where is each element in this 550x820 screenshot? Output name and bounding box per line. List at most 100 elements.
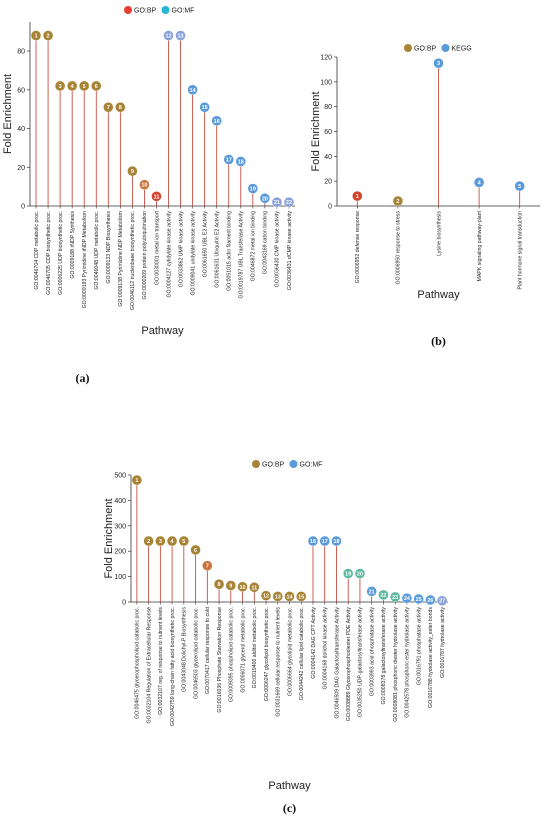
point-label: 19 bbox=[250, 187, 256, 193]
lollipop-point bbox=[143, 535, 154, 547]
point-label: 11 bbox=[154, 194, 160, 200]
lollipop-point bbox=[225, 580, 236, 591]
x-tick-labels: GO:0006952 defense response GO:0006950 re… bbox=[355, 206, 524, 290]
y-tick-label: 100 bbox=[114, 574, 126, 581]
point-label: 8 bbox=[218, 582, 221, 588]
lollipop-point bbox=[319, 535, 330, 547]
point-label: 10 bbox=[239, 585, 245, 591]
x-tick-label: GO:0004142 DAG CPT Activity bbox=[311, 607, 317, 679]
lollipop-point bbox=[42, 30, 54, 41]
lollipop-point bbox=[211, 115, 222, 126]
point-label: 15 bbox=[202, 105, 208, 111]
x-tick-label: GO:0044242 cellular lipid catabolic proc… bbox=[299, 607, 305, 700]
lollipop-point bbox=[237, 581, 248, 592]
x-tick-label: GO:0016791 phosphatase activity bbox=[416, 607, 422, 686]
x-tick-label: GO:0006225 UDP biosynthetic proc. bbox=[58, 211, 64, 295]
point-label: 26 bbox=[427, 598, 433, 604]
x-tick-label: GO:0016788 hydrolase activity_ester bond… bbox=[428, 607, 434, 708]
lollipop-point bbox=[30, 30, 42, 41]
point-label: 7 bbox=[206, 564, 209, 570]
legend-marker bbox=[252, 460, 260, 468]
lollipop-point bbox=[155, 535, 166, 547]
point-label: 24 bbox=[404, 596, 411, 602]
x-tick-label: GO:0036431 dCMP kinase activity bbox=[287, 211, 293, 291]
lollipop-point bbox=[166, 535, 178, 547]
lollipop-point bbox=[139, 179, 150, 190]
x-tick-label: GO:0004168 dolichol kinase activity bbox=[323, 607, 329, 690]
panel-label: (a) bbox=[76, 371, 90, 385]
point-label: 20 bbox=[262, 196, 268, 202]
x-tick-label: GO:0046112 nucleobase biosynthetic proc. bbox=[130, 211, 136, 310]
y-tick-label: 300 bbox=[114, 523, 126, 530]
lollipop-point bbox=[213, 579, 225, 590]
x-tick-label: GO:0032107 reg. of response to nutrient … bbox=[158, 607, 164, 715]
panel-c: 0 100 200 300 400 500 Fold Enrichment Pathway GO… bbox=[103, 460, 448, 815]
point-label: 16 bbox=[310, 539, 316, 545]
lollipop-point bbox=[103, 102, 114, 113]
x-tick-label: GO:0009188 rNDP Synthesis bbox=[70, 211, 76, 279]
point-label: 8 bbox=[119, 105, 122, 111]
x-tick-label: GO:0006664 glycolipid metabolic proc. bbox=[287, 607, 293, 696]
point-label: 3 bbox=[59, 84, 62, 90]
x-tick-label: GO:0033862 UMP kinase activity bbox=[178, 211, 184, 288]
x-tick-label: GO:0009193 Pyrimidine rNDP Metabolism bbox=[82, 211, 88, 308]
point-label: 14 bbox=[286, 594, 293, 600]
legend-label: GO:BP bbox=[262, 462, 285, 469]
lollipop-point bbox=[91, 80, 102, 92]
lollipop-point bbox=[296, 591, 307, 602]
point-label: 3 bbox=[437, 61, 440, 67]
x-tick-label: GO:0046475 glycerophospholipid catabolic… bbox=[135, 607, 141, 719]
point-label: 12 bbox=[165, 34, 171, 40]
lollipop-point bbox=[436, 595, 448, 606]
point-label: 20 bbox=[357, 572, 363, 578]
y-tick-label: 40 bbox=[324, 154, 332, 161]
point-label: 22 bbox=[286, 200, 292, 206]
x-tick-label: GO:0006950 response to stress bbox=[396, 211, 402, 285]
lollipop-point bbox=[307, 535, 319, 547]
y-tick-label: 60 bbox=[324, 129, 332, 136]
lollipop-point bbox=[389, 591, 401, 603]
x-tick-label: GO:0043048 Dolichyl-P Biosynthesis bbox=[182, 607, 188, 692]
x-tick-label: GO:0032104 Regulation of Extracellular R… bbox=[146, 607, 152, 724]
x-tick-label: GO:0036430 CMP kinase activity bbox=[275, 211, 281, 288]
x-tick-label: GO:0016787 hydrolase activity bbox=[440, 607, 446, 678]
x-tick-label: GO:0004127 cytidylate kinase activity bbox=[166, 211, 172, 298]
point-label: 6 bbox=[194, 548, 197, 554]
point-label: 13 bbox=[178, 34, 184, 40]
lollipop-point bbox=[131, 474, 143, 486]
lollipop-point bbox=[272, 591, 283, 602]
x-tick-label: GO:0006952 defense response bbox=[355, 211, 361, 284]
lollipop-point bbox=[178, 535, 190, 547]
x-tick-label: GO:0009041 uridylate kinase activity bbox=[190, 211, 196, 296]
x-tick-labels: GO:0046475 glycerophospholipid catabolic… bbox=[135, 602, 446, 726]
x-tick-label: Lysine biosynthesis bbox=[436, 211, 442, 256]
y-tick-label: 80 bbox=[17, 49, 25, 56]
point-label: 2 bbox=[47, 34, 50, 40]
y-axis-title: Fold Enrichment bbox=[310, 91, 322, 171]
y-axis-title: Fold Enrichment bbox=[2, 74, 14, 154]
point-label: 7 bbox=[107, 105, 110, 111]
point-label: 22 bbox=[380, 593, 386, 599]
x-tick-label: GO:0009395 phospholipid catabolic proc. bbox=[229, 607, 235, 702]
x-axis-title: Pathway bbox=[141, 325, 184, 337]
x-tick-label: GO:0051015 actin filament binding bbox=[227, 211, 233, 291]
x-tick-label: GO:0046503 glycerolipid catabolic proc. bbox=[193, 607, 199, 699]
point-label: 2 bbox=[147, 539, 150, 545]
y-tick-label: 500 bbox=[114, 473, 126, 480]
x-tick-label: GO:0061650 UBL E2 Activity bbox=[202, 211, 208, 278]
y-tick-label: 200 bbox=[114, 549, 126, 556]
lollipop-point bbox=[283, 196, 295, 208]
lollipop-point bbox=[366, 586, 377, 597]
lollipop-point bbox=[514, 180, 525, 192]
axes: 0 20 40 60 80 100 120 bbox=[320, 55, 540, 211]
point-label: 5 bbox=[182, 539, 185, 545]
x-tick-label: Plant hormone signal transduction bbox=[518, 211, 524, 290]
legend-label: KEGG bbox=[452, 46, 472, 53]
legend-marker bbox=[289, 460, 298, 468]
lollipop-point bbox=[392, 195, 404, 207]
x-tick-labels: GO:0046704 CDP metabolic proc. GO:0046705… bbox=[34, 206, 293, 310]
x-tick-label: MAPK signaling pathway-plant bbox=[477, 210, 483, 281]
x-tick-label: GO:0035250 UDP-galactosyltransferase act… bbox=[358, 607, 364, 718]
x-tick-label: GO:0070417 cellular response to cold bbox=[205, 607, 211, 694]
